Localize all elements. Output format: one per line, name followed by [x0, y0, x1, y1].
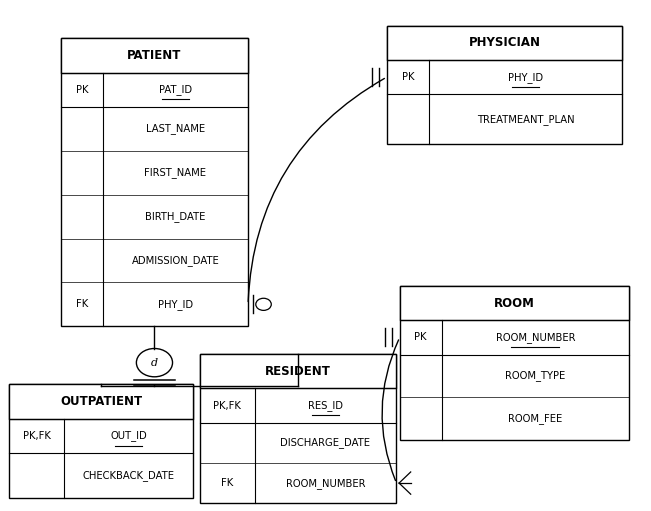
Text: FIRST_NAME: FIRST_NAME [145, 167, 206, 178]
Bar [61, 38, 248, 73]
Text: PK,FK: PK,FK [23, 431, 51, 441]
Bar [387, 26, 622, 144]
Text: ROOM_TYPE: ROOM_TYPE [505, 370, 566, 381]
Text: PK: PK [415, 332, 427, 342]
Text: PK: PK [402, 72, 414, 82]
Bar [400, 286, 629, 440]
Text: OUT_ID: OUT_ID [110, 430, 147, 442]
Bar [9, 384, 193, 498]
Text: RES_ID: RES_ID [308, 400, 343, 411]
Text: ADMISSION_DATE: ADMISSION_DATE [132, 255, 219, 266]
Text: PK,FK: PK,FK [213, 401, 241, 411]
Text: DISCHARGE_DATE: DISCHARGE_DATE [281, 437, 370, 448]
Bar [387, 26, 622, 60]
Bar [61, 38, 248, 326]
Bar [200, 354, 396, 503]
Text: FK: FK [221, 478, 233, 488]
Text: TREATMEANT_PLAN: TREATMEANT_PLAN [477, 114, 574, 125]
Text: OUTPATIENT: OUTPATIENT [60, 395, 143, 408]
Text: LAST_NAME: LAST_NAME [146, 123, 205, 134]
Bar [200, 354, 396, 388]
Text: BIRTH_DATE: BIRTH_DATE [145, 211, 206, 222]
Text: PATIENT: PATIENT [127, 49, 182, 62]
Bar [9, 384, 193, 419]
Text: PHY_ID: PHY_ID [508, 72, 543, 83]
Text: ROOM_NUMBER: ROOM_NUMBER [495, 332, 575, 343]
Bar [400, 286, 629, 320]
Text: RESIDENT: RESIDENT [265, 365, 331, 378]
Text: PHYSICIAN: PHYSICIAN [469, 36, 540, 49]
Text: FK: FK [76, 299, 88, 309]
Text: ROOM_NUMBER: ROOM_NUMBER [286, 478, 365, 489]
Text: ROOM: ROOM [494, 296, 534, 310]
Text: CHECKBACK_DATE: CHECKBACK_DATE [83, 470, 174, 481]
Text: PAT_ID: PAT_ID [159, 84, 192, 95]
Text: PK: PK [76, 85, 88, 95]
Text: ROOM_FEE: ROOM_FEE [508, 413, 562, 424]
Text: PHY_ID: PHY_ID [158, 299, 193, 310]
Text: d: d [151, 358, 158, 367]
